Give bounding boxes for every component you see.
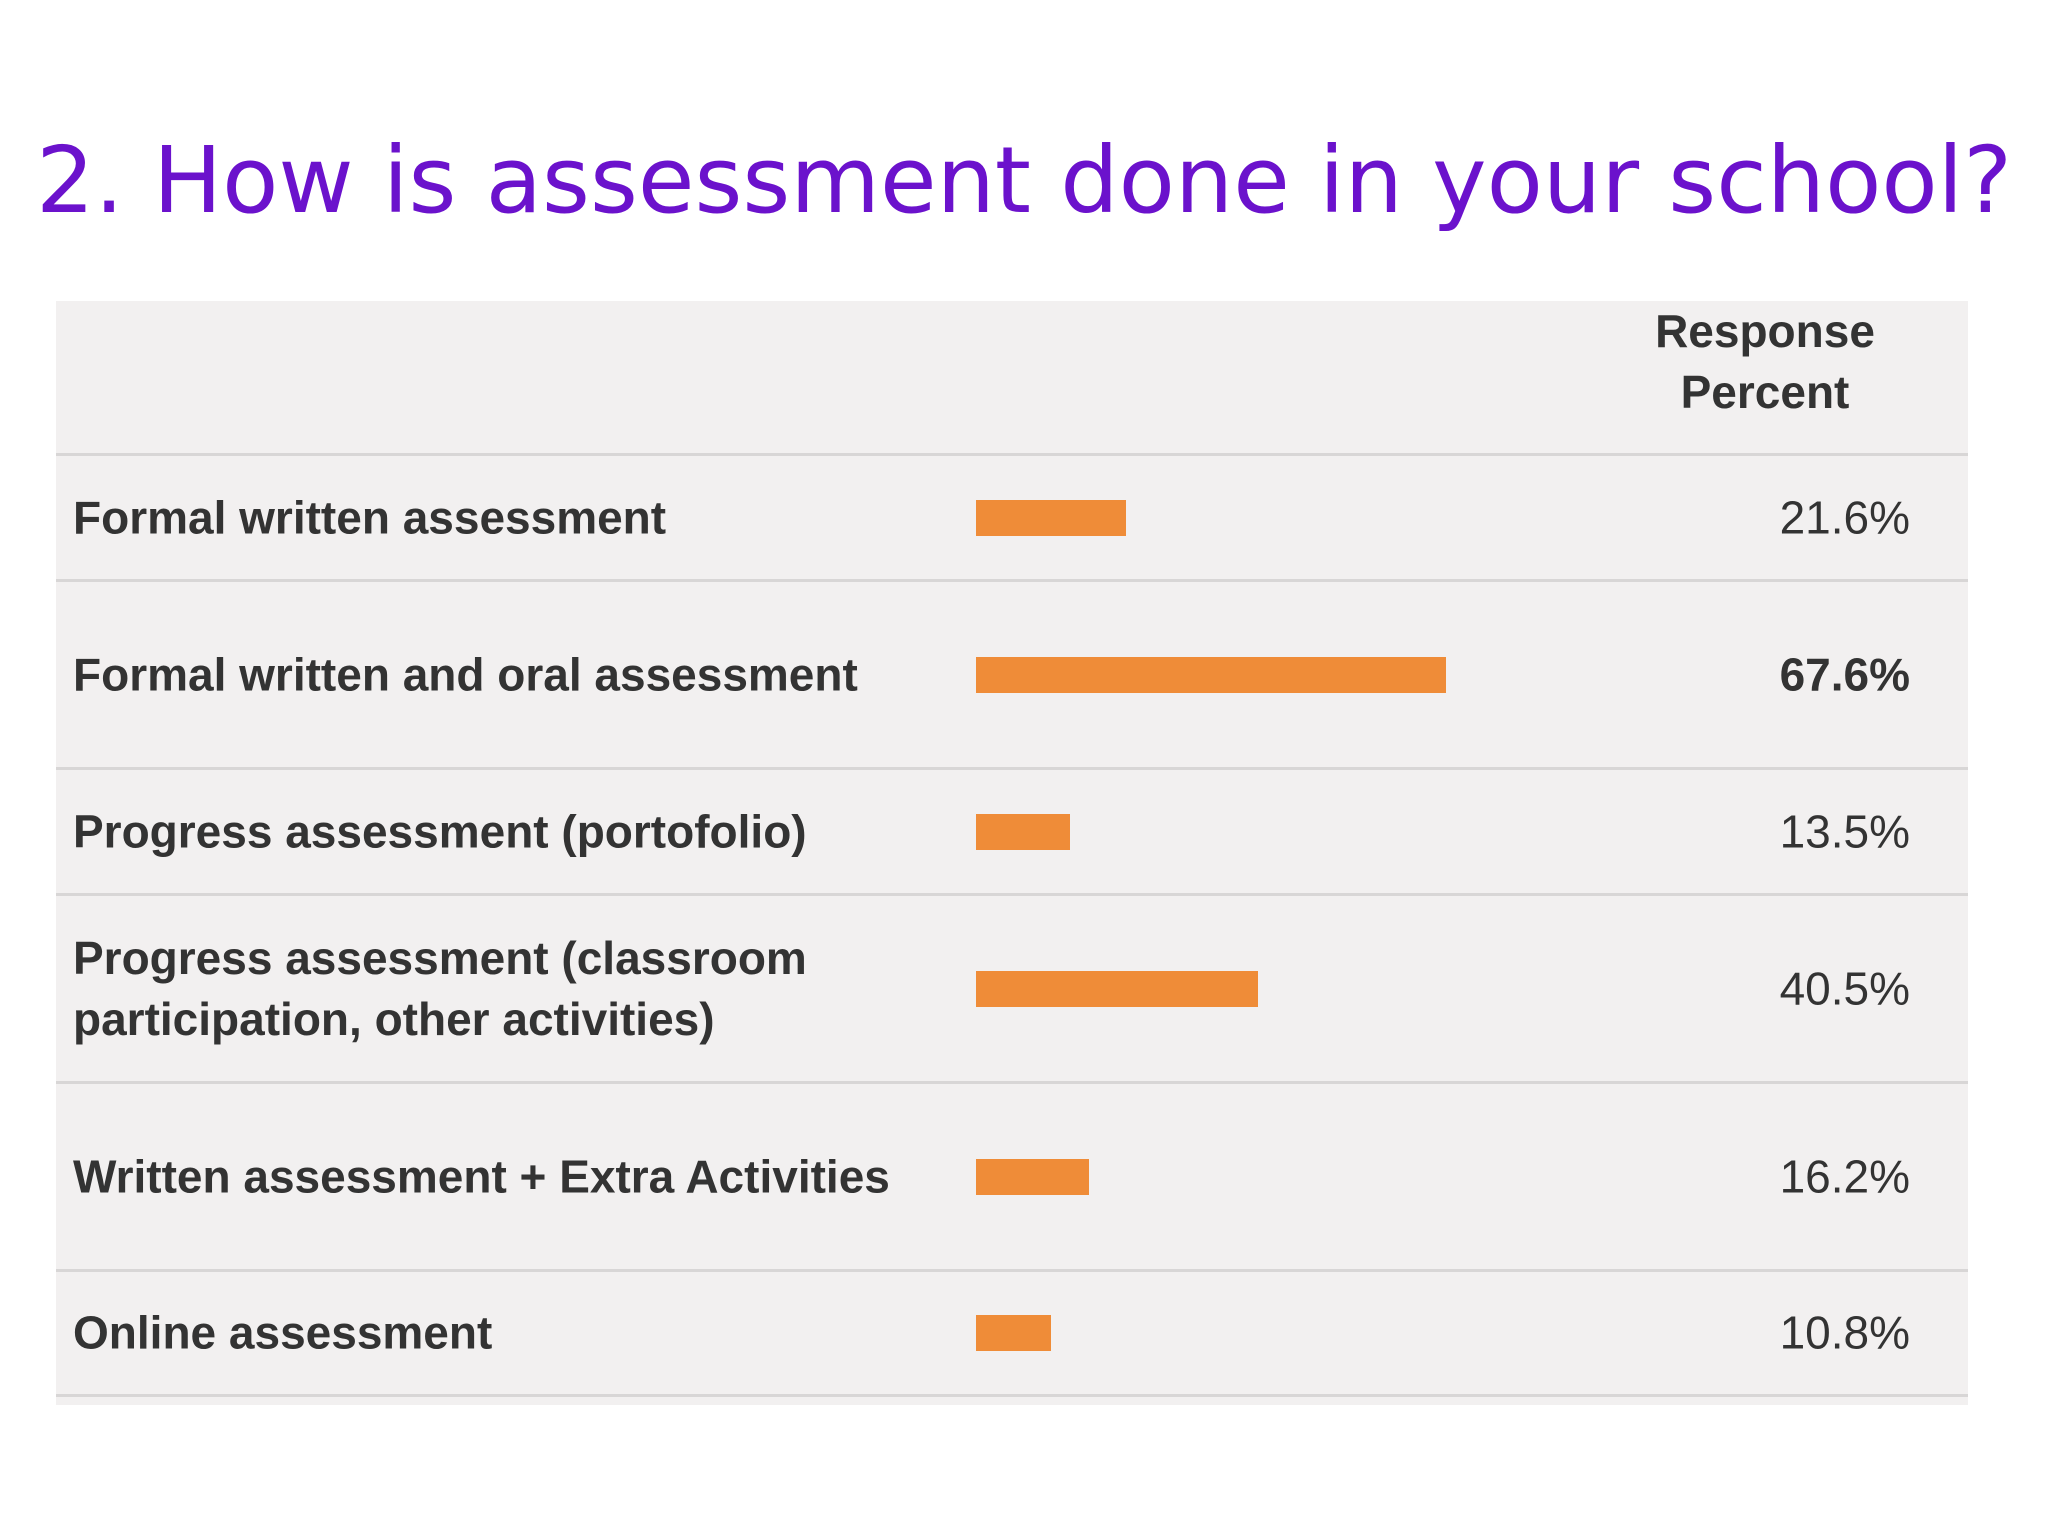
percent-value: 67.6% <box>1779 648 1910 700</box>
category-label: Formal written assessment <box>73 491 667 543</box>
survey-results-panel: Response Percent Formal written assessme… <box>56 301 1968 1405</box>
response-bar <box>976 656 1446 693</box>
table-row: Progress assessment (classroom participa… <box>56 896 1968 1084</box>
slide-title: 2. How is assessment done in your school… <box>35 127 2013 234</box>
table-row: Written assessment + Extra Activities 16.… <box>56 1084 1968 1272</box>
category-label: Formal written and oral assessment <box>73 648 858 700</box>
percent-value: 21.6% <box>1779 491 1910 543</box>
percent-value: 13.5% <box>1779 805 1910 857</box>
category-label: Progress assessment (classroom participa… <box>73 931 807 1045</box>
category-label: Online assessment <box>73 1306 493 1359</box>
category-label: Written assessment + Extra Activities <box>73 1150 890 1202</box>
table-row: Formal written and oral assessment 67.6% <box>56 582 1968 770</box>
table-row: Formal written assessment 21.6% <box>56 456 1968 582</box>
response-bar <box>976 970 1258 1007</box>
table-row: Online assessment 10.8% <box>56 1272 1968 1397</box>
response-bar <box>976 499 1127 536</box>
response-bar <box>976 813 1070 850</box>
percent-value: 16.2% <box>1779 1150 1910 1202</box>
response-bar <box>976 1158 1089 1195</box>
response-bar <box>976 1315 1052 1351</box>
response-percent-header: Response Percent <box>1655 305 1875 418</box>
table-row: Progress assessment (portofolio) 13.5% <box>56 770 1968 896</box>
percent-value: 10.8% <box>1779 1306 1910 1359</box>
category-label: Progress assessment (portofolio) <box>73 805 807 857</box>
table-header-row: Response Percent <box>56 301 1968 456</box>
percent-value: 40.5% <box>1779 962 1910 1014</box>
